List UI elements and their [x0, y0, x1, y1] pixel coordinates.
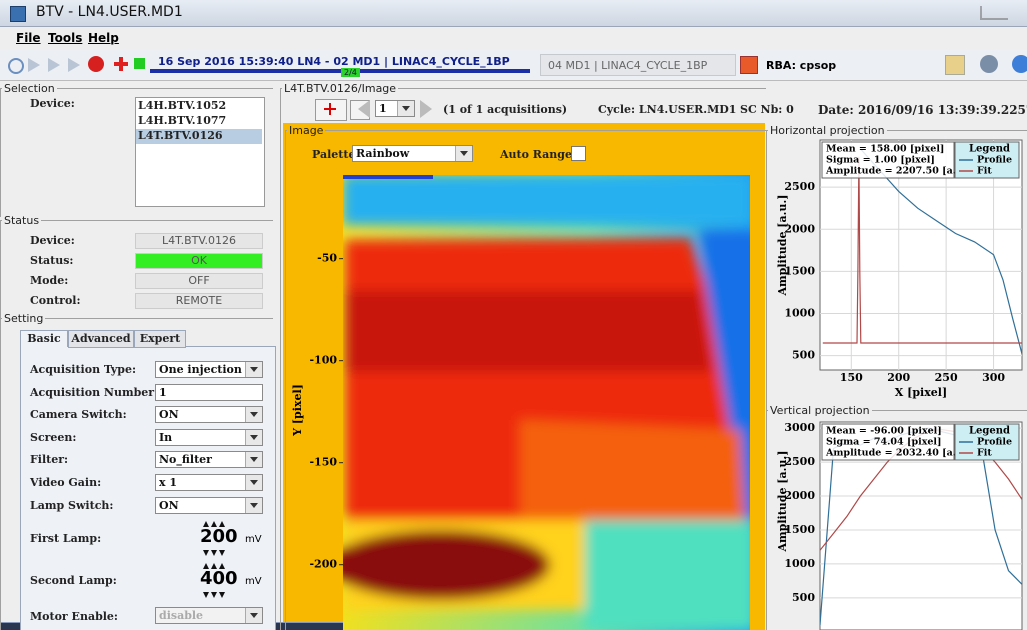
y-tick-label: 2500 — [784, 455, 815, 468]
y-tick-label: 1500 — [784, 264, 815, 277]
fit-annotation: Mean = 158.00 [pixel] — [826, 144, 944, 155]
legend-entry: Fit — [977, 448, 992, 459]
legend-entry: Profile — [977, 155, 1012, 166]
y-tick-label: 1500 — [784, 523, 815, 536]
graphics-layer: -50 -100 -150 -200 Y [pixel] 500 1000 1500 2000 2… — [0, 0, 1027, 630]
legend-entry: Fit — [977, 166, 992, 177]
y-axis-label: Y [pixel] — [291, 384, 304, 437]
x-tick-label: 200 — [887, 371, 910, 384]
y-tick-label: 1000 — [784, 307, 815, 320]
x-axis-label: X [pixel] — [895, 386, 947, 399]
y-tick-label: 1000 — [784, 557, 815, 570]
legend-entry: Profile — [977, 437, 1012, 448]
y-tick-label: -200 — [309, 558, 337, 571]
camera-image — [330, 175, 760, 630]
y-tick-label: 2000 — [784, 489, 815, 502]
y-tick-label: 500 — [792, 349, 815, 362]
y-tick-label: -150 — [309, 456, 337, 469]
fit-annotation: Sigma = 1.00 [pixel] — [826, 155, 935, 166]
legend-title: Legend — [969, 144, 1010, 155]
fit-annotation: Amplitude = 2207.50 [a.u.] — [825, 166, 971, 177]
y-tick-label: 2000 — [784, 222, 815, 235]
x-tick-label: 250 — [935, 371, 958, 384]
x-tick-label: 150 — [840, 371, 863, 384]
y-axis-label: Amplitude [a.u.] — [776, 450, 789, 552]
y-tick-label: -100 — [309, 354, 337, 367]
y-tick-label: -50 — [317, 252, 337, 265]
fit-annotation: Sigma = 74.04 [pixel] — [826, 437, 942, 448]
fit-annotation: Amplitude = 2032.40 [a.u.] — [825, 448, 971, 459]
y-tick-label: 2500 — [784, 180, 815, 193]
y-axis-label: Amplitude [a.u.] — [776, 194, 789, 296]
x-tick-label: 300 — [982, 371, 1005, 384]
fit-annotation: Mean = -96.00 [pixel] — [826, 426, 942, 437]
legend-title: Legend — [969, 426, 1010, 437]
app-window: BTV - LN4.USER.MD1 FileToolsHelp16 Sep 2… — [0, 0, 1027, 630]
y-tick-label: 3000 — [784, 421, 815, 434]
y-tick-label: 500 — [792, 591, 815, 604]
